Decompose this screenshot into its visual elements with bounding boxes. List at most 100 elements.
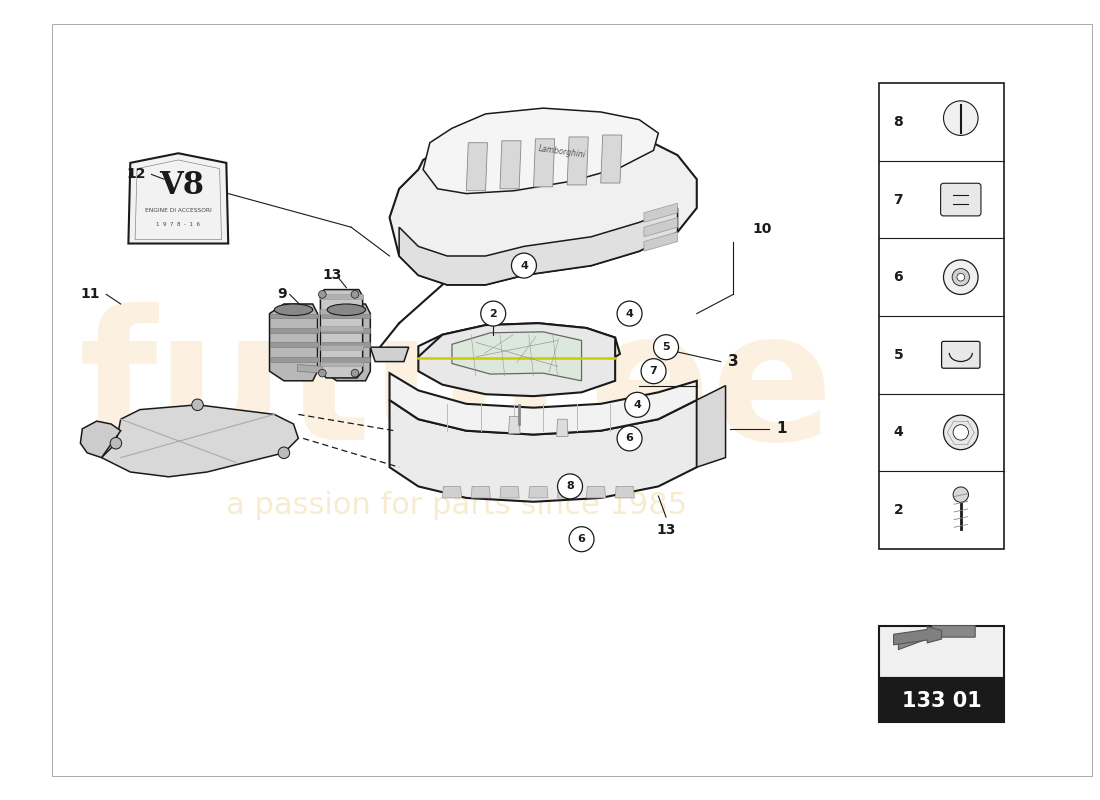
Polygon shape (270, 342, 318, 347)
Polygon shape (644, 232, 678, 251)
Polygon shape (320, 326, 363, 331)
Text: 1: 1 (776, 422, 786, 436)
Text: 10: 10 (752, 222, 772, 236)
Text: 4: 4 (634, 400, 641, 410)
Text: 6: 6 (578, 534, 585, 544)
Polygon shape (389, 126, 696, 285)
Text: 7: 7 (650, 366, 658, 376)
Circle shape (351, 370, 359, 377)
Text: 9: 9 (277, 287, 287, 302)
Text: futuree: futuree (79, 302, 835, 478)
Polygon shape (529, 486, 548, 498)
Text: 6: 6 (626, 434, 634, 443)
Polygon shape (80, 421, 121, 458)
Text: 12: 12 (126, 167, 146, 182)
Polygon shape (322, 314, 371, 318)
Polygon shape (418, 323, 615, 396)
Circle shape (944, 101, 978, 135)
Polygon shape (899, 626, 976, 650)
Text: 133 01: 133 01 (902, 690, 981, 710)
Circle shape (319, 290, 327, 298)
Polygon shape (320, 362, 363, 366)
Text: V8: V8 (158, 170, 204, 202)
FancyBboxPatch shape (940, 183, 981, 216)
Polygon shape (696, 386, 726, 467)
Circle shape (351, 290, 359, 298)
Polygon shape (471, 486, 491, 498)
Circle shape (957, 274, 965, 281)
Text: Lamborghini: Lamborghini (538, 145, 586, 160)
Circle shape (641, 358, 666, 384)
Polygon shape (499, 486, 519, 498)
Polygon shape (557, 419, 568, 437)
Polygon shape (270, 357, 318, 362)
Circle shape (653, 334, 679, 360)
FancyBboxPatch shape (942, 342, 980, 368)
Bar (879, 626, 1004, 678)
Circle shape (569, 526, 594, 552)
Circle shape (953, 269, 969, 286)
Circle shape (953, 425, 968, 440)
Polygon shape (389, 373, 696, 434)
Polygon shape (534, 139, 554, 187)
Polygon shape (442, 486, 462, 498)
Text: 2: 2 (490, 309, 497, 318)
Text: 5: 5 (893, 348, 903, 362)
Text: 8: 8 (566, 482, 574, 491)
Circle shape (944, 415, 978, 450)
Polygon shape (322, 357, 371, 362)
Circle shape (319, 370, 327, 377)
Polygon shape (466, 142, 487, 190)
Text: 5: 5 (662, 342, 670, 352)
Text: 1  9  7  8  -  1  6: 1 9 7 8 - 1 6 (156, 222, 200, 227)
Text: 4: 4 (893, 426, 903, 439)
Polygon shape (893, 626, 942, 645)
Polygon shape (371, 347, 409, 362)
Text: 13: 13 (657, 522, 675, 537)
Bar (879, 678, 1004, 722)
Polygon shape (320, 309, 363, 314)
Polygon shape (297, 365, 322, 373)
Text: 4: 4 (520, 261, 528, 270)
Polygon shape (452, 332, 582, 381)
Circle shape (617, 426, 642, 451)
Text: 3: 3 (728, 354, 738, 369)
Circle shape (512, 253, 537, 278)
Polygon shape (508, 416, 520, 434)
Polygon shape (558, 486, 576, 498)
Polygon shape (601, 135, 621, 183)
Polygon shape (322, 328, 371, 333)
Text: 13: 13 (322, 268, 342, 282)
Polygon shape (644, 203, 678, 222)
Polygon shape (568, 137, 588, 185)
Text: 2: 2 (893, 503, 903, 517)
Polygon shape (399, 208, 678, 285)
Polygon shape (270, 314, 318, 318)
Ellipse shape (327, 304, 365, 315)
Text: a passion for parts since 1985: a passion for parts since 1985 (227, 491, 688, 520)
Polygon shape (499, 141, 521, 189)
Text: 8: 8 (893, 115, 903, 129)
Polygon shape (424, 108, 659, 194)
Polygon shape (586, 486, 606, 498)
Polygon shape (320, 294, 363, 299)
Circle shape (558, 474, 583, 499)
Polygon shape (389, 400, 696, 502)
Text: 7: 7 (893, 193, 903, 206)
Text: 6: 6 (893, 270, 903, 284)
Polygon shape (320, 346, 363, 350)
Circle shape (278, 447, 289, 458)
Circle shape (625, 392, 650, 418)
Circle shape (944, 260, 978, 294)
Polygon shape (270, 328, 318, 333)
Circle shape (110, 438, 122, 449)
Polygon shape (322, 342, 371, 347)
Ellipse shape (274, 304, 312, 315)
Text: 11: 11 (80, 287, 100, 302)
Text: ENGINE DI ACCESSORI: ENGINE DI ACCESSORI (145, 208, 211, 214)
Polygon shape (418, 323, 620, 382)
Circle shape (617, 301, 642, 326)
Polygon shape (101, 405, 298, 477)
Circle shape (953, 487, 968, 502)
Polygon shape (644, 218, 678, 237)
